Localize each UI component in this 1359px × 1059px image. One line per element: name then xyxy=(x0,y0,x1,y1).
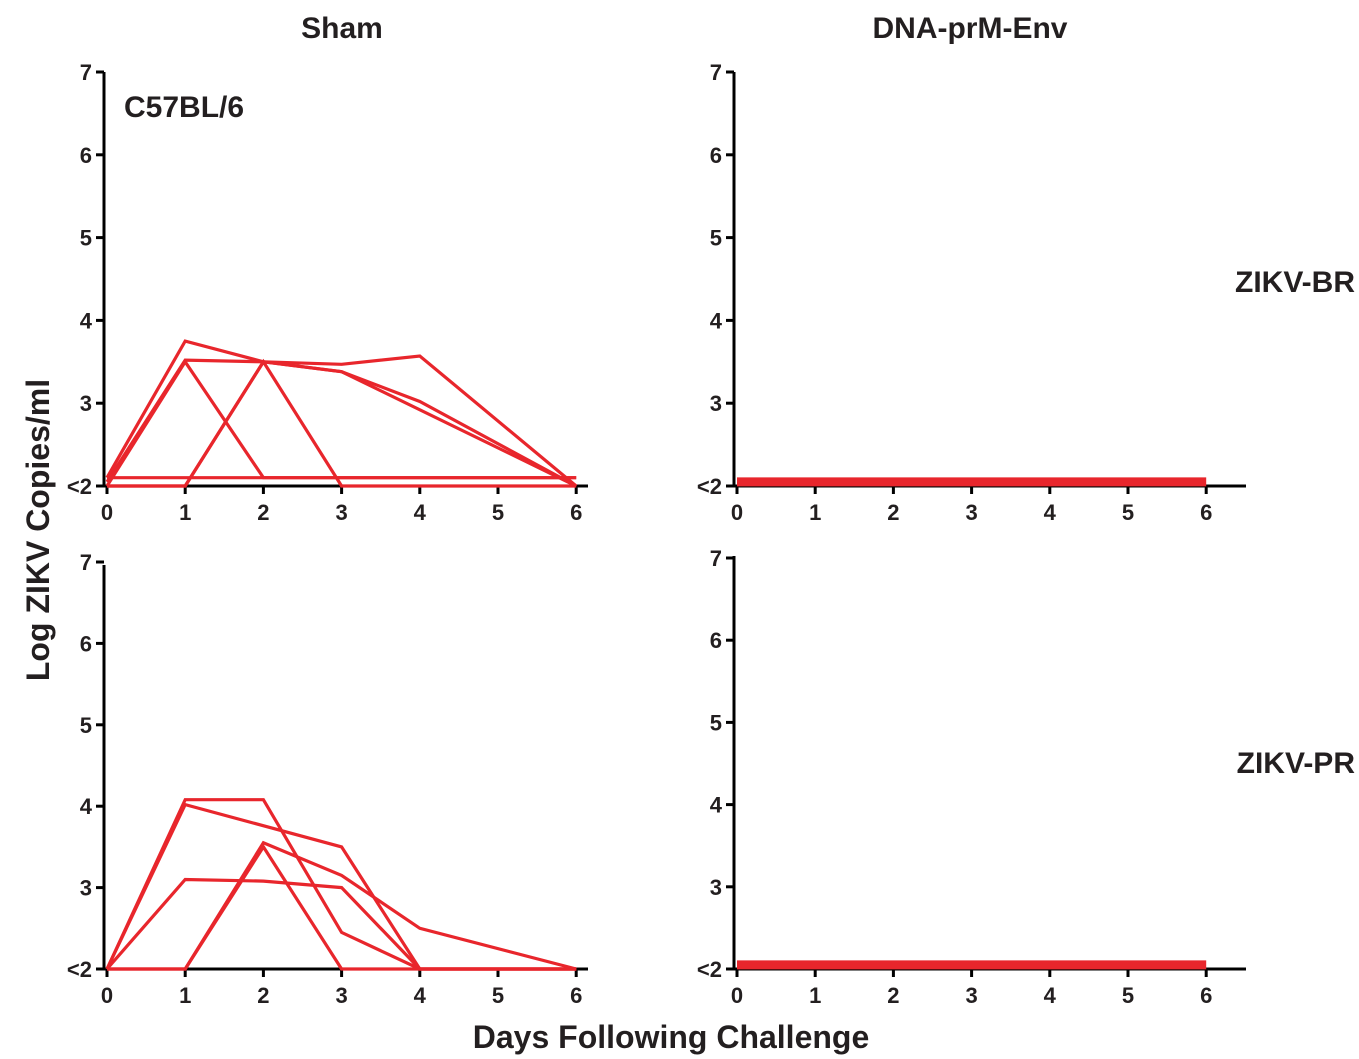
y-tick-label: <2 xyxy=(67,957,92,982)
chart-panel-1: <2 3 4 5 6 7 0 1 2 3 4 5 6 C57BL/6 xyxy=(67,60,588,525)
y-tick-label: 3 xyxy=(710,391,722,416)
x-tick-label: 2 xyxy=(257,500,269,525)
y-tick-label: 7 xyxy=(80,60,92,85)
y-tick-label: 7 xyxy=(710,546,722,571)
x-tick-label: 4 xyxy=(414,983,427,1008)
x-axis-title: Days Following Challenge xyxy=(473,1019,870,1055)
x-tick-label: 6 xyxy=(1200,500,1212,525)
column-title-sham: Sham xyxy=(301,12,383,45)
x-tick-label: 0 xyxy=(101,500,113,525)
x-tick-label: 2 xyxy=(257,983,269,1008)
y-tick-label: 5 xyxy=(80,226,92,251)
series-line-6 xyxy=(107,360,577,488)
x-tick-label: 1 xyxy=(809,983,821,1008)
x-tick-label: 0 xyxy=(731,500,743,525)
y-tick-label: 7 xyxy=(710,60,722,85)
strain-annotation: C57BL/6 xyxy=(124,91,244,124)
y-tick-label: 3 xyxy=(710,875,722,900)
x-tick-label: 4 xyxy=(414,500,427,525)
series-line-3 xyxy=(105,877,577,971)
x-tick-label: 1 xyxy=(179,500,191,525)
x-tick-label: 5 xyxy=(492,983,504,1008)
y-tick-label: 4 xyxy=(710,793,723,818)
x-tick-label: 5 xyxy=(1122,983,1134,1008)
x-tick-label: 5 xyxy=(492,500,504,525)
row-label-zikv-br: ZIKV-BR xyxy=(1235,266,1355,299)
x-tick-label: 3 xyxy=(335,500,347,525)
y-tick-label: <2 xyxy=(697,957,722,982)
x-tick-label: 4 xyxy=(1044,983,1057,1008)
y-tick-label: 5 xyxy=(80,713,92,738)
series-line-1 xyxy=(105,798,577,971)
y-tick-label: 4 xyxy=(80,308,93,333)
y-tick-label: 7 xyxy=(80,550,92,575)
x-tick-label: 6 xyxy=(570,983,582,1008)
x-tick-label: 5 xyxy=(1122,500,1134,525)
x-tick-label: 4 xyxy=(1044,500,1057,525)
chart-panel-2: <2 3 4 5 6 7 0 1 2 3 4 5 6 xyxy=(697,60,1246,525)
y-tick-label: 4 xyxy=(80,794,93,819)
x-tick-label: 3 xyxy=(965,500,977,525)
y-tick-label: 6 xyxy=(80,631,92,656)
y-tick-label: 3 xyxy=(80,876,92,901)
chart-panel-3: <2 3 4 5 6 7 0 1 2 3 4 5 6 xyxy=(67,550,588,1008)
y-axis-title: Log ZIKV Copies/ml xyxy=(20,379,56,681)
column-title-dna-prm-env: DNA-prM-Env xyxy=(873,12,1068,45)
chart-panel-4: <2 3 4 5 6 7 0 1 2 3 4 5 6 xyxy=(697,546,1246,1008)
x-tick-label: 0 xyxy=(101,983,113,1008)
x-tick-label: 3 xyxy=(965,983,977,1008)
y-tick-label: 5 xyxy=(710,226,722,251)
x-tick-label: 6 xyxy=(570,500,582,525)
y-tick-label: 6 xyxy=(80,143,92,168)
x-tick-label: 0 xyxy=(731,983,743,1008)
series-line-4 xyxy=(107,840,577,971)
y-tick-label: 3 xyxy=(80,391,92,416)
series-line-5 xyxy=(107,843,577,971)
x-tick-label: 2 xyxy=(887,983,899,1008)
y-tick-label: 5 xyxy=(710,710,722,735)
row-label-zikv-pr: ZIKV-PR xyxy=(1237,747,1356,780)
x-tick-label: 6 xyxy=(1200,983,1212,1008)
y-tick-label: <2 xyxy=(67,474,92,499)
y-tick-label: 4 xyxy=(710,308,723,333)
x-tick-label: 2 xyxy=(887,500,899,525)
series-line-4 xyxy=(107,358,577,488)
x-tick-label: 1 xyxy=(809,500,821,525)
y-tick-label: 6 xyxy=(710,628,722,653)
x-tick-label: 3 xyxy=(335,983,347,1008)
x-tick-label: 1 xyxy=(179,983,191,1008)
series-line-3 xyxy=(105,358,577,487)
y-tick-label: 6 xyxy=(710,143,722,168)
y-tick-label: <2 xyxy=(697,474,722,499)
